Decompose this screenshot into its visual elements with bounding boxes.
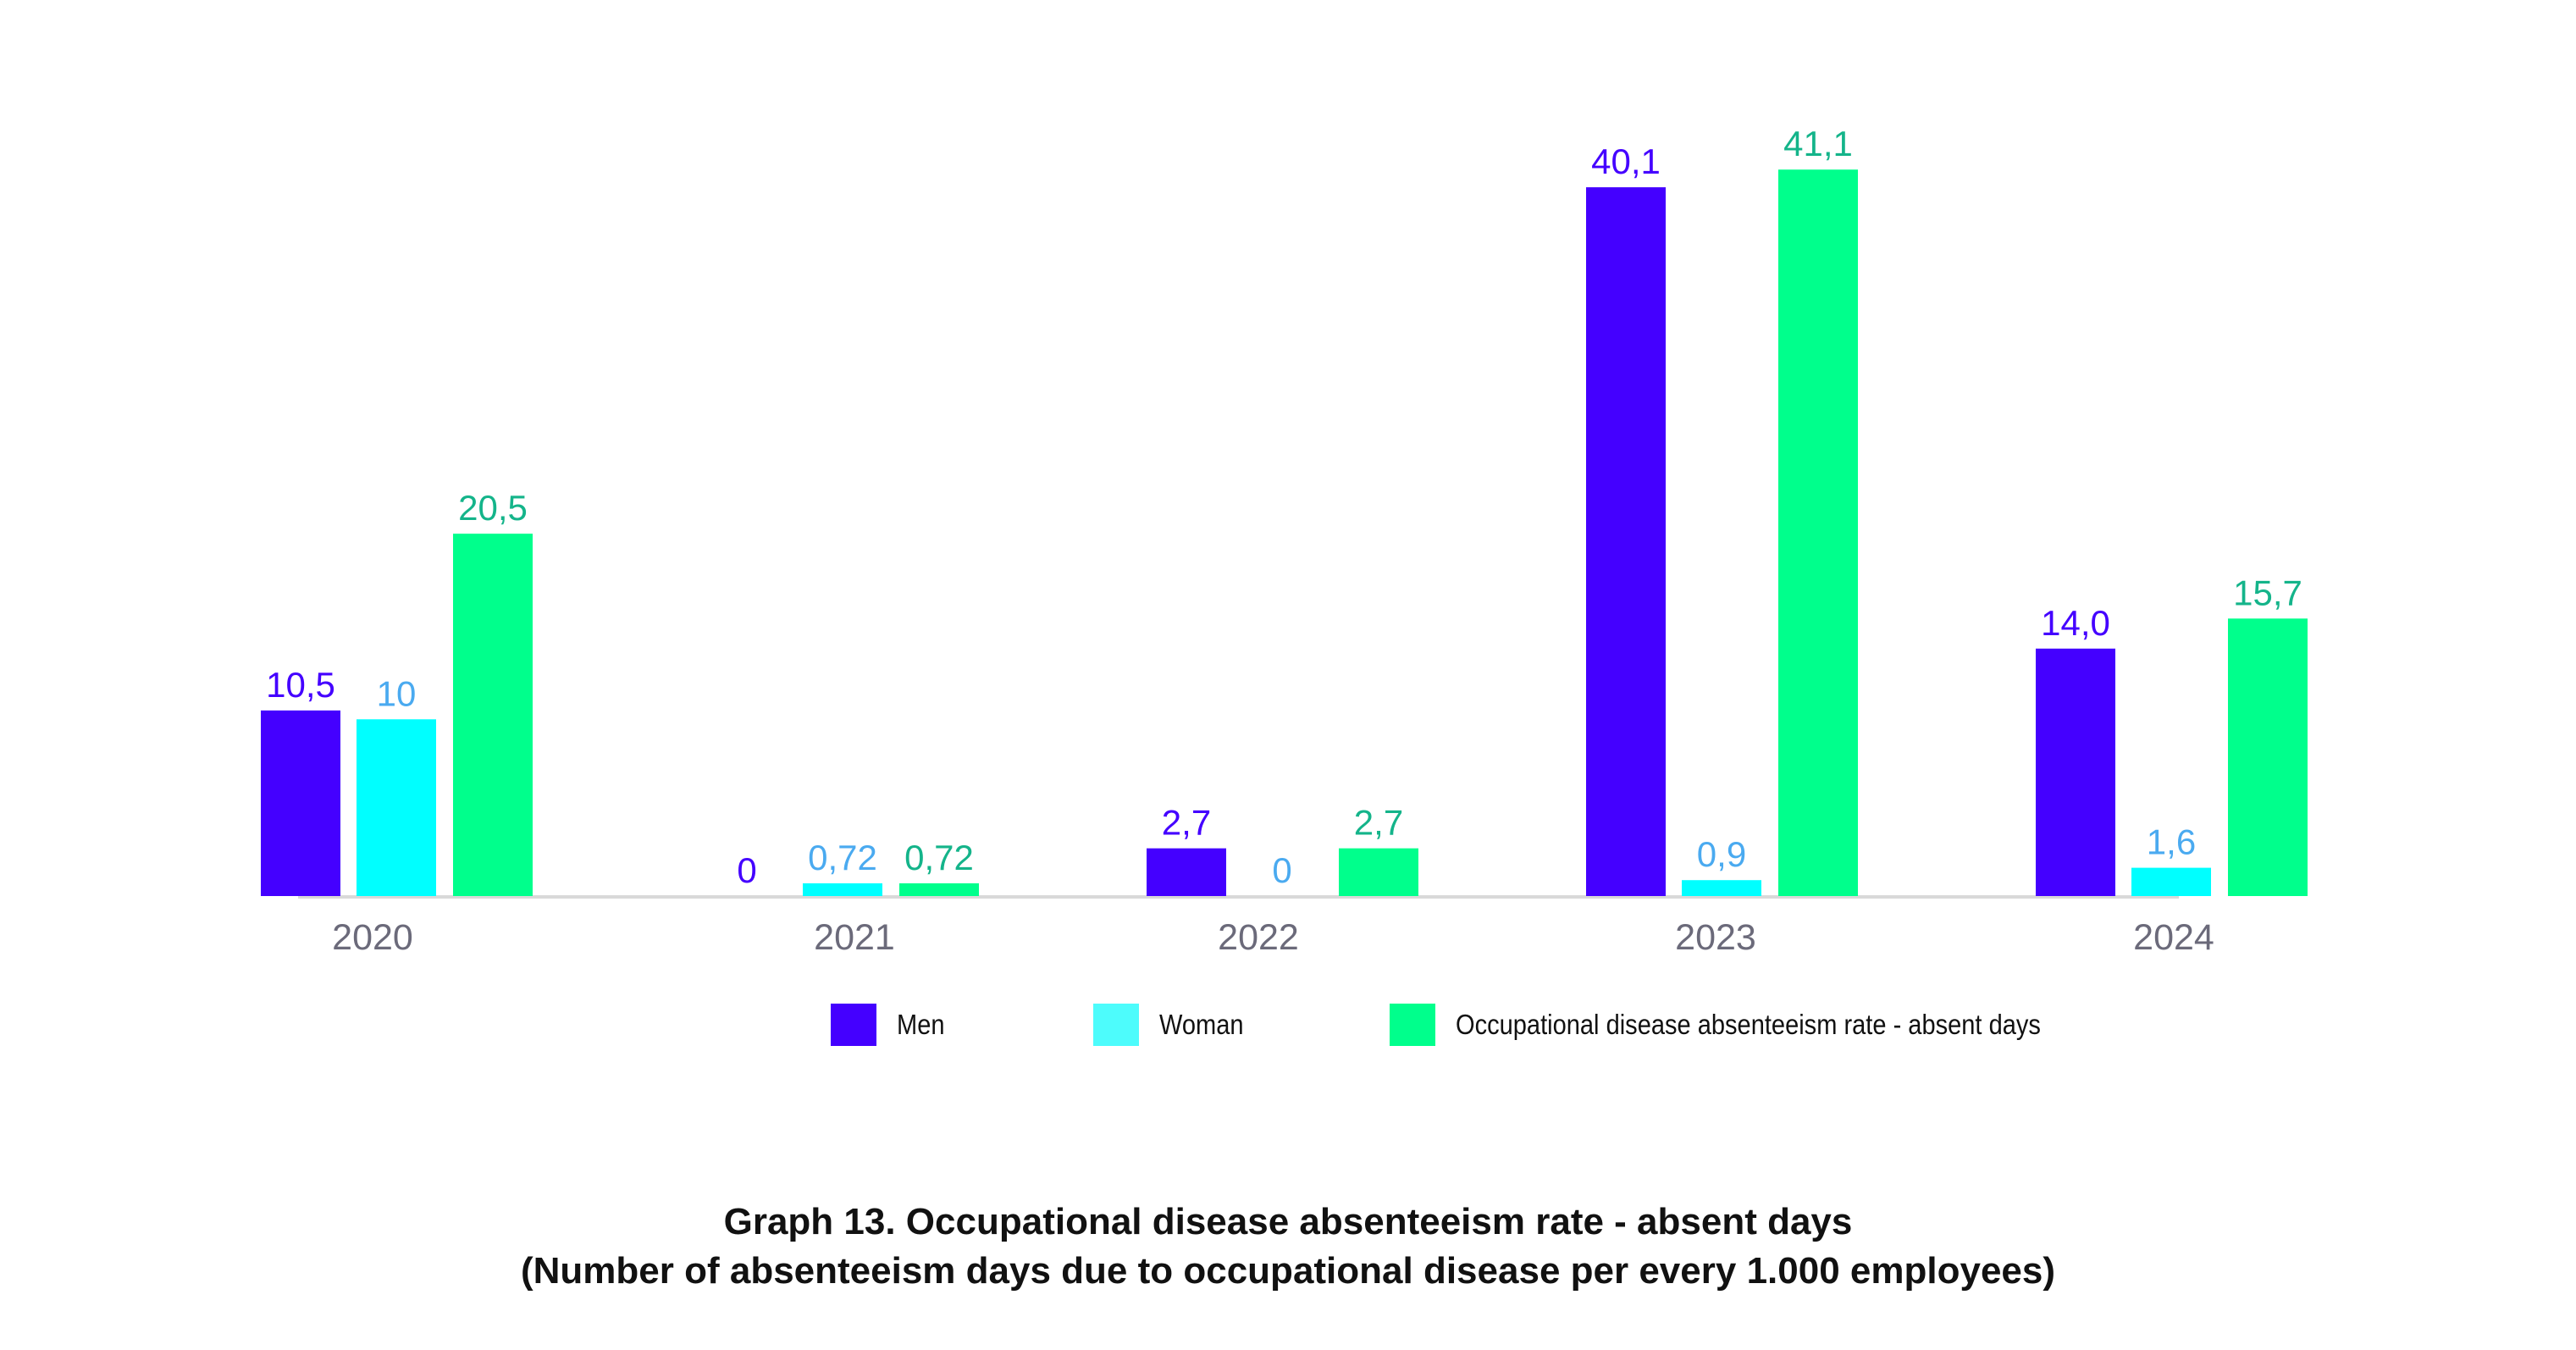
data-label-woman-2024: 1,6 [2147, 822, 2196, 862]
bar-woman-2021 [803, 882, 882, 896]
chart-title: Graph 13. Occupational disease absenteei… [723, 1201, 1853, 1242]
data-label-absenteeism-rate-2020: 20,5 [458, 488, 528, 528]
x-tick-labels-layer: 2020 2021 2022 2023 2024 [332, 917, 2214, 958]
bar-absenteeism-rate-2023 [1778, 169, 1858, 897]
legend-swatch-woman [1093, 1004, 1139, 1046]
data-label-men-2024: 14,0 [2041, 603, 2110, 643]
data-label-absenteeism-rate-2024: 15,7 [2233, 573, 2302, 612]
x-tick-label-2024: 2024 [2133, 917, 2214, 958]
legend-swatch-absenteeism-rate [1390, 1004, 1435, 1046]
data-label-woman-2023: 0,9 [1697, 834, 1746, 874]
data-label-woman-2021: 0,72 [808, 838, 877, 877]
bar-men-2024 [2036, 648, 2115, 896]
legend-swatch-men [831, 1004, 876, 1046]
data-label-woman-2022: 0 [1272, 850, 1291, 890]
bar-absenteeism-rate-2022 [1339, 848, 1418, 896]
bar-absenteeism-rate-2021 [899, 882, 979, 896]
bar-woman-2020 [357, 719, 436, 896]
x-tick-label-2023: 2023 [1675, 917, 1756, 958]
legend-item-men: Men [831, 1004, 951, 1046]
data-label-men-2020: 10,5 [266, 665, 335, 705]
bar-men-2020 [261, 710, 340, 896]
chart-subtitle: (Number of absenteeism days due to occup… [520, 1250, 2056, 1292]
data-label-absenteeism-rate-2022: 2,7 [1354, 803, 1403, 843]
bar-men-2022 [1147, 848, 1226, 896]
bar-absenteeism-rate-2024 [2228, 618, 2308, 896]
data-label-men-2021: 0 [737, 850, 756, 890]
x-tick-label-2021: 2021 [814, 917, 895, 958]
data-label-absenteeism-rate-2023: 41,1 [1783, 124, 1853, 163]
data-label-absenteeism-rate-2021: 0,72 [904, 838, 974, 877]
bar-absenteeism-rate-2020 [453, 534, 533, 896]
legend-label-woman: Woman [1159, 1009, 1244, 1040]
bar-woman-2023 [1682, 880, 1761, 896]
legend-label-absenteeism-rate: Occupational disease absenteeism rate - … [1456, 1009, 2041, 1040]
x-tick-label-2020: 2020 [332, 917, 413, 958]
data-labels-layer: 10,5 0 2,7 40,1 14,0 10 0,72 0 0,9 1,6 20,5 0,72 2,7… [266, 124, 2302, 890]
x-tick-label-2022: 2022 [1218, 917, 1299, 958]
bar-men-2023 [1586, 187, 1666, 896]
legend-item-woman: Woman [1093, 1004, 1255, 1046]
data-label-men-2023: 40,1 [1591, 141, 1661, 181]
data-label-men-2022: 2,7 [1162, 803, 1211, 843]
data-label-woman-2020: 10 [377, 673, 417, 713]
legend-item-absenteeism-rate: Occupational disease absenteeism rate - … [1390, 1004, 2120, 1046]
bars-layer [261, 169, 2308, 897]
legend-label-men: Men [897, 1009, 945, 1040]
bar-woman-2024 [2131, 867, 2211, 896]
